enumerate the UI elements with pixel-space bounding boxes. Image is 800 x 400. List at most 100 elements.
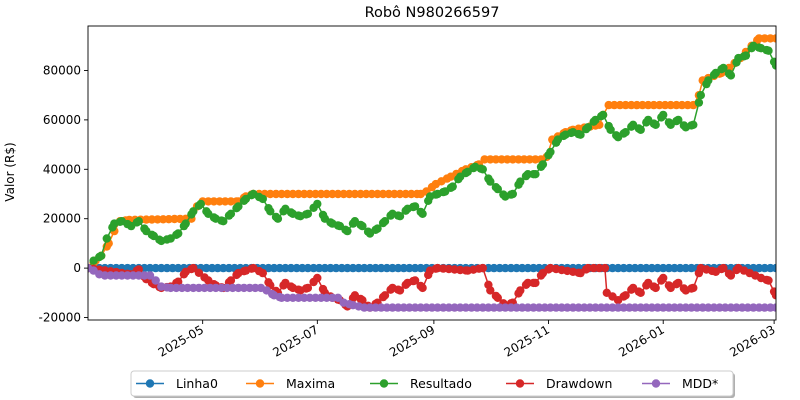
point-drawdown: [358, 296, 367, 305]
point-resultado: [719, 63, 728, 73]
point-mdd: [145, 271, 155, 280]
point-resultado: [134, 217, 143, 226]
point-resultado: [358, 221, 367, 231]
point-drawdown: [600, 263, 610, 273]
point-drawdown: [726, 271, 736, 280]
legend-entry-linha0: Linha0: [136, 376, 218, 391]
point-drawdown: [651, 283, 660, 293]
point-resultado: [771, 61, 776, 70]
legend-marker: [515, 379, 525, 388]
point-resultado: [410, 202, 420, 211]
legend-label: MDD*: [682, 376, 718, 391]
series-resultado: [88, 41, 776, 273]
point-resultado: [704, 76, 713, 85]
point-mdd: [151, 276, 160, 285]
point-resultado: [651, 120, 660, 129]
point-resultado: [726, 71, 736, 80]
point-resultado: [181, 219, 190, 228]
series-line-resultado: [88, 44, 776, 269]
legend-label: Drawdown: [546, 376, 612, 391]
series-layer: [88, 34, 776, 312]
point-drawdown: [189, 263, 198, 273]
point-resultado: [689, 120, 698, 129]
y-tick-label: -20000: [38, 311, 81, 325]
point-drawdown: [764, 276, 773, 285]
point-resultado: [674, 115, 683, 125]
point-drawdown: [689, 283, 698, 293]
point-drawdown: [134, 265, 143, 274]
point-resultado: [493, 184, 502, 194]
point-resultado: [196, 199, 205, 209]
point-resultado: [313, 199, 322, 209]
legend-entry-mdd: MDD*: [642, 376, 718, 391]
point-drawdown: [486, 286, 495, 295]
y-tick-label: 20000: [43, 212, 81, 226]
point-resultado: [97, 251, 106, 260]
point-drawdown: [771, 291, 776, 300]
x-tick-label: 2026-03: [727, 322, 777, 359]
point-drawdown: [674, 278, 683, 288]
legend-label: Resultado: [410, 376, 472, 391]
y-tick-label: 60000: [43, 113, 81, 127]
point-drawdown: [313, 273, 322, 283]
legend-entry-resultado: Resultado: [370, 376, 472, 391]
y-tick-label: 40000: [43, 162, 81, 176]
point-resultado: [694, 98, 704, 107]
legend-marker: [379, 379, 389, 388]
point-resultado: [576, 130, 585, 139]
x-tick-label: 2025-05: [156, 322, 206, 359]
point-resultado: [621, 128, 630, 137]
point-resultado: [583, 123, 593, 132]
point-drawdown: [395, 286, 405, 295]
point-resultado: [219, 217, 228, 226]
y-axis-label: Valor (R$): [3, 142, 17, 201]
y-tick-label: 80000: [43, 63, 81, 77]
point-resultado: [234, 202, 243, 211]
point-drawdown: [516, 286, 525, 295]
point-resultado: [266, 207, 275, 216]
legend-entry-maxima: Maxima: [246, 376, 335, 391]
point-resultado: [273, 214, 283, 223]
point-resultado: [546, 147, 555, 157]
point-drawdown: [659, 273, 668, 283]
point-linha0: [771, 263, 776, 273]
point-maxima: [771, 34, 776, 43]
point-drawdown: [380, 291, 390, 300]
point-resultado: [189, 207, 198, 216]
point-resultado: [418, 209, 427, 218]
legend: Linha0 Maxima Resultado Drawdown MDD*: [130, 370, 735, 398]
point-drawdown: [636, 288, 645, 297]
y-tick-label: 0: [73, 261, 81, 275]
point-resultado: [258, 194, 267, 204]
series-mdd: [88, 263, 776, 312]
point-resultado: [102, 234, 112, 243]
point-drawdown: [478, 263, 487, 273]
legend-marker: [145, 379, 155, 388]
point-resultado: [448, 182, 457, 191]
x-tick-label: 2026-01: [616, 322, 666, 359]
legend-entry-drawdown: Drawdown: [506, 376, 612, 391]
point-resultado: [764, 46, 773, 55]
x-tick-label: 2025-11: [502, 322, 552, 359]
point-drawdown: [418, 283, 427, 293]
point-drawdown: [303, 283, 313, 293]
point-drawdown: [621, 291, 630, 300]
point-drawdown: [410, 276, 420, 285]
point-resultado: [516, 177, 525, 186]
point-drawdown: [194, 268, 204, 277]
point-resultado: [531, 170, 540, 179]
point-resultado: [478, 165, 487, 174]
legend-marker: [255, 379, 265, 388]
point-resultado: [659, 110, 668, 120]
point-resultado: [508, 189, 517, 199]
x-tick-label: 2025-09: [387, 322, 437, 359]
point-resultado: [606, 125, 615, 134]
point-resultado: [598, 110, 608, 120]
point-resultado: [303, 209, 313, 218]
chart-title: Robô N980266597: [365, 5, 500, 21]
legend-box: [130, 370, 734, 397]
point-resultado: [380, 217, 390, 226]
point-resultado: [373, 224, 382, 233]
point-resultado: [343, 226, 352, 236]
